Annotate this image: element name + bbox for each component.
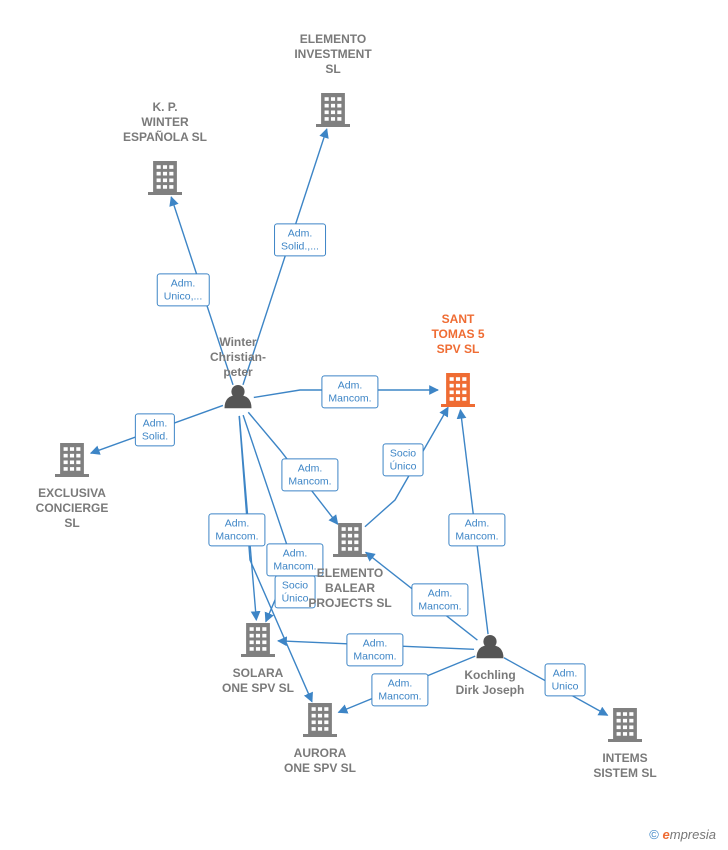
company-highlight-icon	[441, 373, 475, 407]
edge-label: Adm. Mancom.	[208, 513, 265, 546]
company-icon	[241, 623, 275, 657]
company-label: SANT TOMAS 5 SPV SL	[398, 312, 518, 357]
company-label: ELEMENTO BALEAR PROJECTS SL	[290, 566, 410, 611]
company-label: ELEMENTO INVESTMENT SL	[273, 32, 393, 77]
edge-label: Adm. Mancom.	[371, 673, 428, 706]
company-label: INTEMS SISTEM SL	[565, 751, 685, 781]
company-label: K. P. WINTER ESPAÑOLA SL	[105, 100, 225, 145]
edge-label: Adm. Unico	[545, 663, 586, 696]
company-icon	[316, 93, 350, 127]
person-label: Kochling Dirk Joseph	[430, 668, 550, 698]
edge-label: Adm. Mancom.	[281, 458, 338, 491]
edge-label: Adm. Mancom.	[448, 513, 505, 546]
company-icon	[333, 523, 367, 557]
company-label: AURORA ONE SPV SL	[260, 746, 380, 776]
edge-label: Adm. Mancom.	[411, 583, 468, 616]
edge-label: Adm. Mancom.	[346, 633, 403, 666]
footer-copyright: © empresia	[649, 827, 716, 842]
brand-rest: mpresia	[670, 827, 716, 842]
brand-e: e	[663, 827, 670, 842]
company-icon	[55, 443, 89, 477]
company-label: EXCLUSIVA CONCIERGE SL	[12, 486, 132, 531]
company-label: SOLARA ONE SPV SL	[198, 666, 318, 696]
company-icon	[303, 703, 337, 737]
edge-label: Socio Único	[383, 443, 424, 476]
company-icon	[608, 708, 642, 742]
person-label: Winter Christian- peter	[178, 335, 298, 380]
edge-label: Adm. Unico,...	[157, 273, 210, 306]
company-icon	[148, 161, 182, 195]
edge-label: Adm. Mancom.	[321, 375, 378, 408]
edge-label: Adm. Solid.,...	[274, 223, 326, 256]
copyright-symbol: ©	[649, 827, 659, 842]
person-icon	[477, 635, 504, 658]
edge-label: Adm. Solid.	[135, 413, 175, 446]
person-icon	[225, 385, 252, 408]
